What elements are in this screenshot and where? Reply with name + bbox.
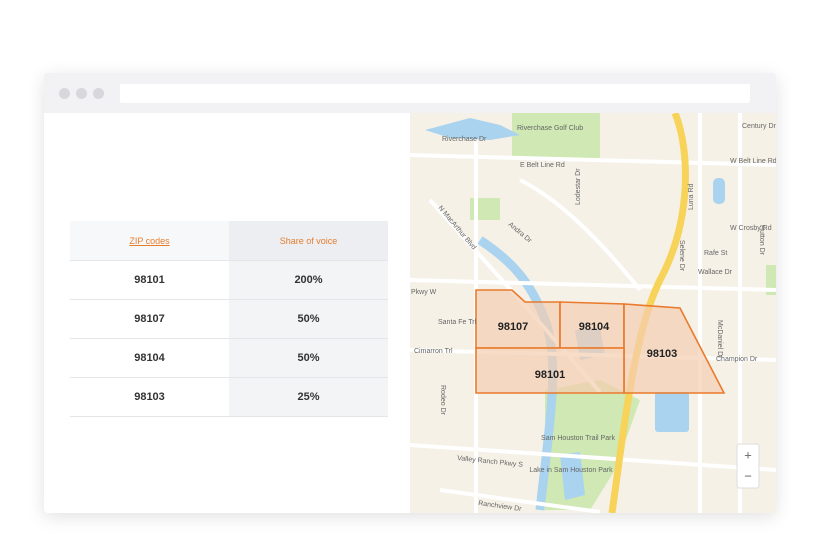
street-label: W Crosby Rd bbox=[730, 225, 772, 232]
title-bar bbox=[44, 73, 776, 113]
street-label: Selene Dr bbox=[678, 240, 685, 272]
window-dot bbox=[59, 88, 70, 99]
street-label: E Belt Line Rd bbox=[520, 162, 565, 169]
zip-areas bbox=[475, 289, 726, 394]
cell: 98104 bbox=[70, 338, 230, 378]
street-label: Champion Dr bbox=[716, 356, 758, 363]
street-label: Hutton Dr bbox=[758, 225, 765, 256]
cell: 200% bbox=[229, 260, 388, 300]
cell: 50% bbox=[229, 338, 388, 378]
cell: 98107 bbox=[70, 299, 230, 339]
street-label: Riverchase Golf Club bbox=[517, 125, 583, 132]
street-label: W Belt Line Rd bbox=[730, 158, 777, 165]
zip-label: 98107 bbox=[498, 321, 529, 333]
cell: 98101 bbox=[70, 260, 230, 300]
park-label: Sam Houston Trail Park bbox=[541, 435, 615, 442]
street-label: Rafe St bbox=[704, 250, 727, 257]
cell: 25% bbox=[229, 377, 388, 417]
street-label: McDaniel Dr bbox=[716, 320, 723, 359]
zip-table: ZIP codes Share of voice 98101 200% 98107 5… bbox=[70, 221, 388, 417]
zip-label: 98101 bbox=[535, 369, 566, 381]
park-label: Lake in Sam Houston Park bbox=[529, 467, 613, 474]
street-label: Riverchase Dr bbox=[442, 136, 487, 143]
street-label: Luna Rd bbox=[688, 183, 695, 210]
cell: 50% bbox=[229, 299, 388, 339]
street-label: Century Dr bbox=[742, 123, 777, 130]
zoom-out[interactable]: − bbox=[744, 468, 752, 483]
street-label: Cimarron Trl bbox=[414, 348, 453, 355]
street-label: Lodestar Dr bbox=[575, 168, 582, 205]
window-dot bbox=[93, 88, 104, 99]
zoom-control bbox=[736, 443, 760, 489]
zoom-in[interactable]: + bbox=[744, 447, 752, 462]
street-label: Pkwy W bbox=[411, 289, 437, 296]
header-cell[interactable]: ZIP codes bbox=[70, 221, 230, 261]
zip-label: 98104 bbox=[579, 321, 610, 333]
street-label: Wallace Dr bbox=[698, 269, 733, 276]
address-bar[interactable] bbox=[120, 84, 750, 103]
cell: 98103 bbox=[70, 377, 230, 417]
zip-label: 98103 bbox=[647, 348, 678, 360]
street-label: Santa Fe Trl bbox=[438, 319, 477, 326]
street-label: Rodeo Dr bbox=[439, 385, 446, 416]
highway bbox=[608, 113, 689, 513]
window-dot bbox=[76, 88, 87, 99]
header-cell: Share of voice bbox=[229, 221, 388, 261]
